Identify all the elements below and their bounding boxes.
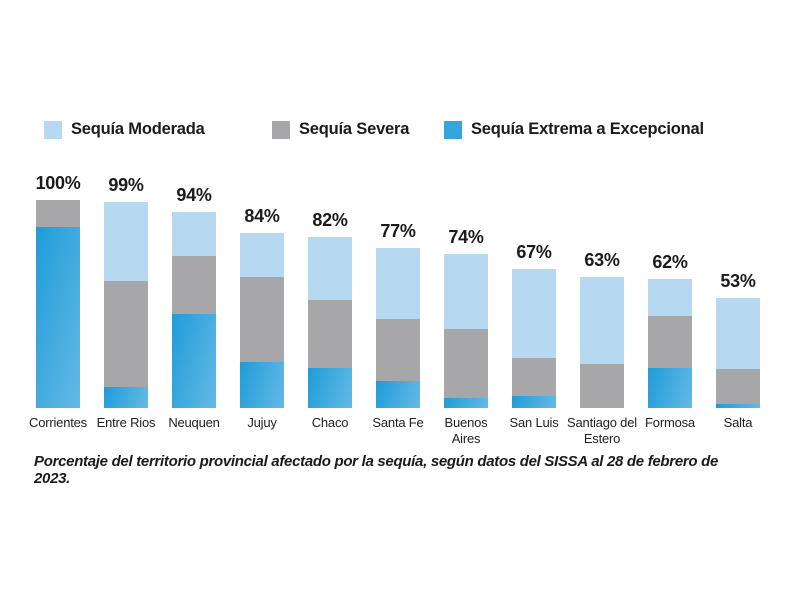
bar-total-label: 82% xyxy=(312,210,348,230)
segment-sequia-severa xyxy=(240,276,284,363)
bar-total-label: 84% xyxy=(244,206,280,226)
category-label-san-luis: San Luis xyxy=(509,415,559,430)
bar-total-label: 62% xyxy=(652,252,688,272)
bar-santiago-del-estero: 63% Santiago del Estero xyxy=(567,250,637,446)
segment-sequia-severa xyxy=(444,328,488,398)
segment-sequia-severa xyxy=(716,368,760,404)
segment-sequia-moderada xyxy=(716,298,760,369)
category-label-santiago-del-estero: Santiago del Estero xyxy=(567,415,637,447)
segment-sequia-severa xyxy=(376,318,420,381)
legend-item-sequia-severa: Sequía Severa xyxy=(272,120,409,139)
legend-swatch-icon xyxy=(272,120,290,139)
bar-neuquen: 94% Neuquen xyxy=(168,185,220,430)
bar-total-label: 99% xyxy=(108,175,144,195)
bar-total-label: 63% xyxy=(584,250,620,270)
segment-sequia-severa xyxy=(648,316,692,369)
segment-sequia-severa xyxy=(172,255,216,315)
segment-sequia-extrema-a-excepcional xyxy=(648,368,692,408)
legend-swatch-icon xyxy=(444,120,462,139)
category-label-formosa: Formosa xyxy=(645,415,695,430)
segment-sequia-moderada xyxy=(172,212,216,256)
bar-corrientes: 100% Corrientes xyxy=(29,173,87,430)
segment-sequia-moderada xyxy=(580,277,624,365)
segment-sequia-severa xyxy=(580,364,624,408)
bar-total-label: 74% xyxy=(448,227,484,247)
category-label-neuquen: Neuquen xyxy=(168,415,220,430)
legend-item-sequia-extrema-a-excepcional: Sequía Extrema a Excepcional xyxy=(444,120,704,139)
category-label-jujuy: Jujuy xyxy=(247,415,277,430)
bar-total-label: 53% xyxy=(720,271,756,291)
bar-santa-fe: 77% Santa Fe xyxy=(372,221,423,430)
bar-total-label: 77% xyxy=(380,221,416,241)
segment-sequia-severa xyxy=(308,299,352,369)
segment-sequia-severa xyxy=(512,358,556,396)
category-label-corrientes: Corrientes xyxy=(29,415,87,430)
category-label-santa-fe: Santa Fe xyxy=(372,415,424,430)
segment-sequia-moderada xyxy=(648,279,692,317)
bar-jujuy: 84% Jujuy xyxy=(240,206,284,430)
legend-label: Sequía Extrema a Excepcional xyxy=(471,120,704,138)
category-label-entre-rios: Entre Rios xyxy=(96,415,156,430)
bar-entre-rios: 99% Entre Rios xyxy=(97,175,156,430)
segment-sequia-extrema-a-excepcional xyxy=(104,387,148,408)
bar-total-label: 67% xyxy=(516,242,552,262)
bar-chaco: 82% Chaco xyxy=(308,210,352,430)
segment-sequia-extrema-a-excepcional xyxy=(716,403,760,408)
legend-label: Sequía Severa xyxy=(299,120,410,138)
segment-sequia-extrema-a-excepcional xyxy=(240,362,284,408)
segment-sequia-extrema-a-excepcional xyxy=(172,314,216,408)
segment-sequia-moderada xyxy=(512,269,556,359)
legend-label: Sequía Moderada xyxy=(71,120,205,138)
bar-formosa: 62% Formosa xyxy=(645,252,695,430)
bar-total-label: 100% xyxy=(35,173,81,193)
bar-salta: 53% Salta xyxy=(716,271,760,430)
bar-total-label: 94% xyxy=(176,185,212,205)
segment-sequia-moderada xyxy=(444,254,488,329)
segment-sequia-extrema-a-excepcional xyxy=(308,368,352,408)
segment-sequia-severa xyxy=(36,200,80,228)
segment-sequia-extrema-a-excepcional xyxy=(444,397,488,408)
legend-item-sequia-moderada: Sequía Moderada xyxy=(44,120,205,139)
legend-swatch-icon xyxy=(44,120,62,139)
caption: Porcentaje del territorio provincial afe… xyxy=(34,453,719,487)
category-label-buenos-aires: Buenos Aires xyxy=(444,415,488,447)
bar-buenos-aires: 74% Buenos Aires xyxy=(444,227,488,446)
segment-sequia-moderada xyxy=(240,233,284,277)
segment-sequia-extrema-a-excepcional xyxy=(512,395,556,408)
segment-sequia-severa xyxy=(104,281,148,388)
segment-sequia-extrema-a-excepcional xyxy=(376,380,420,408)
segment-sequia-moderada xyxy=(104,202,148,282)
segment-sequia-moderada xyxy=(308,237,352,300)
category-label-salta: Salta xyxy=(723,415,753,430)
category-label-chaco: Chaco xyxy=(311,415,349,430)
segment-sequia-extrema-a-excepcional xyxy=(36,227,80,408)
bar-san-luis: 67% San Luis xyxy=(510,242,559,430)
segment-sequia-moderada xyxy=(376,248,420,319)
